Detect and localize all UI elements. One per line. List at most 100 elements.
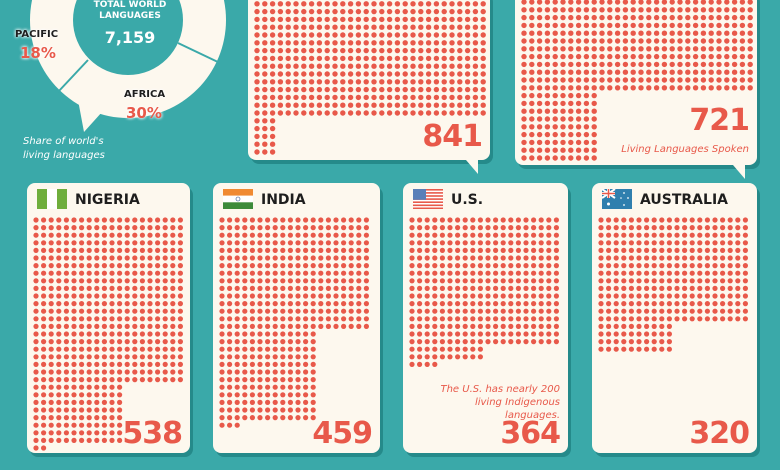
language-dot bbox=[234, 247, 240, 253]
language-dot bbox=[455, 278, 461, 284]
language-dot bbox=[515, 240, 521, 246]
language-dot bbox=[356, 270, 362, 276]
language-dot bbox=[529, 7, 535, 13]
language-dot bbox=[441, 86, 447, 93]
language-dot bbox=[234, 308, 240, 314]
language-dot bbox=[521, 92, 527, 99]
language-dot bbox=[599, 69, 605, 75]
language-dot bbox=[669, 61, 675, 68]
language-dot bbox=[170, 316, 176, 322]
language-dot bbox=[536, 22, 543, 29]
language-dot bbox=[219, 323, 225, 329]
language-dot bbox=[219, 354, 225, 360]
language-dot bbox=[124, 225, 130, 231]
language-dot bbox=[41, 301, 47, 307]
language-dot bbox=[71, 430, 77, 436]
language-dot bbox=[79, 217, 85, 223]
language-dot bbox=[132, 240, 138, 246]
language-dot bbox=[79, 240, 85, 246]
language-dot bbox=[583, 108, 590, 114]
language-dot bbox=[529, 61, 535, 68]
language-dot bbox=[257, 361, 263, 367]
language-dot bbox=[724, 0, 730, 5]
language-dot bbox=[56, 323, 62, 329]
language-dot bbox=[332, 16, 338, 23]
language-dot bbox=[262, 133, 268, 140]
language-dot bbox=[63, 293, 69, 299]
language-dot bbox=[651, 217, 657, 223]
language-dot bbox=[71, 346, 77, 352]
language-dot bbox=[470, 255, 476, 261]
language-dot bbox=[101, 255, 107, 261]
language-dot bbox=[219, 407, 225, 413]
language-dot bbox=[653, 53, 660, 60]
language-dot bbox=[651, 285, 657, 291]
language-dot bbox=[716, 77, 722, 83]
language-dot bbox=[355, 55, 362, 62]
language-dot bbox=[379, 47, 385, 54]
language-dot bbox=[727, 232, 733, 238]
language-dot bbox=[544, 7, 551, 13]
language-dot bbox=[257, 285, 263, 291]
language-dot bbox=[109, 323, 115, 329]
language-dot bbox=[86, 323, 92, 329]
language-dot bbox=[432, 225, 438, 231]
language-dot bbox=[341, 240, 347, 246]
language-dot bbox=[242, 263, 248, 269]
language-dot bbox=[262, 63, 268, 69]
language-dot bbox=[272, 399, 278, 405]
language-dot bbox=[170, 240, 176, 246]
language-dot bbox=[303, 247, 309, 253]
language-dot bbox=[477, 232, 483, 238]
language-dot bbox=[242, 293, 248, 299]
language-dot bbox=[598, 225, 604, 231]
language-dot bbox=[449, 55, 455, 62]
language-dot bbox=[630, 14, 636, 21]
language-dot bbox=[117, 278, 123, 284]
language-dot bbox=[79, 369, 85, 375]
language-dot bbox=[552, 147, 558, 153]
language-dot bbox=[536, 155, 543, 161]
language-dot bbox=[529, 85, 535, 91]
language-dot bbox=[371, 24, 377, 30]
language-dot bbox=[508, 285, 514, 291]
language-dot bbox=[325, 323, 331, 329]
language-dot bbox=[287, 407, 293, 413]
language-dot bbox=[101, 301, 107, 307]
language-dot bbox=[439, 247, 445, 253]
language-dot bbox=[109, 354, 115, 360]
language-dot bbox=[568, 7, 574, 13]
language-dot bbox=[325, 278, 331, 284]
language-dot bbox=[614, 85, 621, 91]
language-dot bbox=[636, 285, 642, 291]
language-dot bbox=[280, 369, 286, 375]
language-dot bbox=[666, 270, 672, 276]
language-dot bbox=[538, 217, 544, 223]
language-dot bbox=[424, 240, 430, 246]
language-dot bbox=[538, 323, 544, 329]
language-dot bbox=[310, 346, 316, 352]
language-dot bbox=[669, 14, 675, 21]
language-dot bbox=[33, 407, 39, 413]
language-dot bbox=[493, 217, 499, 223]
language-dot bbox=[727, 217, 733, 223]
language-dot bbox=[560, 92, 566, 99]
language-dot bbox=[417, 255, 423, 261]
language-dot bbox=[394, 8, 401, 15]
language-dot bbox=[712, 301, 718, 307]
language-dot bbox=[523, 217, 529, 223]
language-dot bbox=[308, 94, 315, 101]
language-dot bbox=[735, 217, 741, 223]
language-dot bbox=[682, 247, 688, 253]
language-dot bbox=[720, 285, 726, 291]
language-dot bbox=[242, 346, 248, 352]
language-dot bbox=[269, 79, 276, 85]
language-dot bbox=[341, 323, 347, 329]
language-dot bbox=[433, 110, 440, 116]
language-dot bbox=[552, 69, 558, 75]
language-dot bbox=[531, 316, 537, 322]
language-dot bbox=[583, 155, 590, 161]
speech-tail bbox=[78, 100, 102, 132]
language-dot bbox=[170, 278, 176, 284]
language-dot bbox=[538, 263, 544, 269]
